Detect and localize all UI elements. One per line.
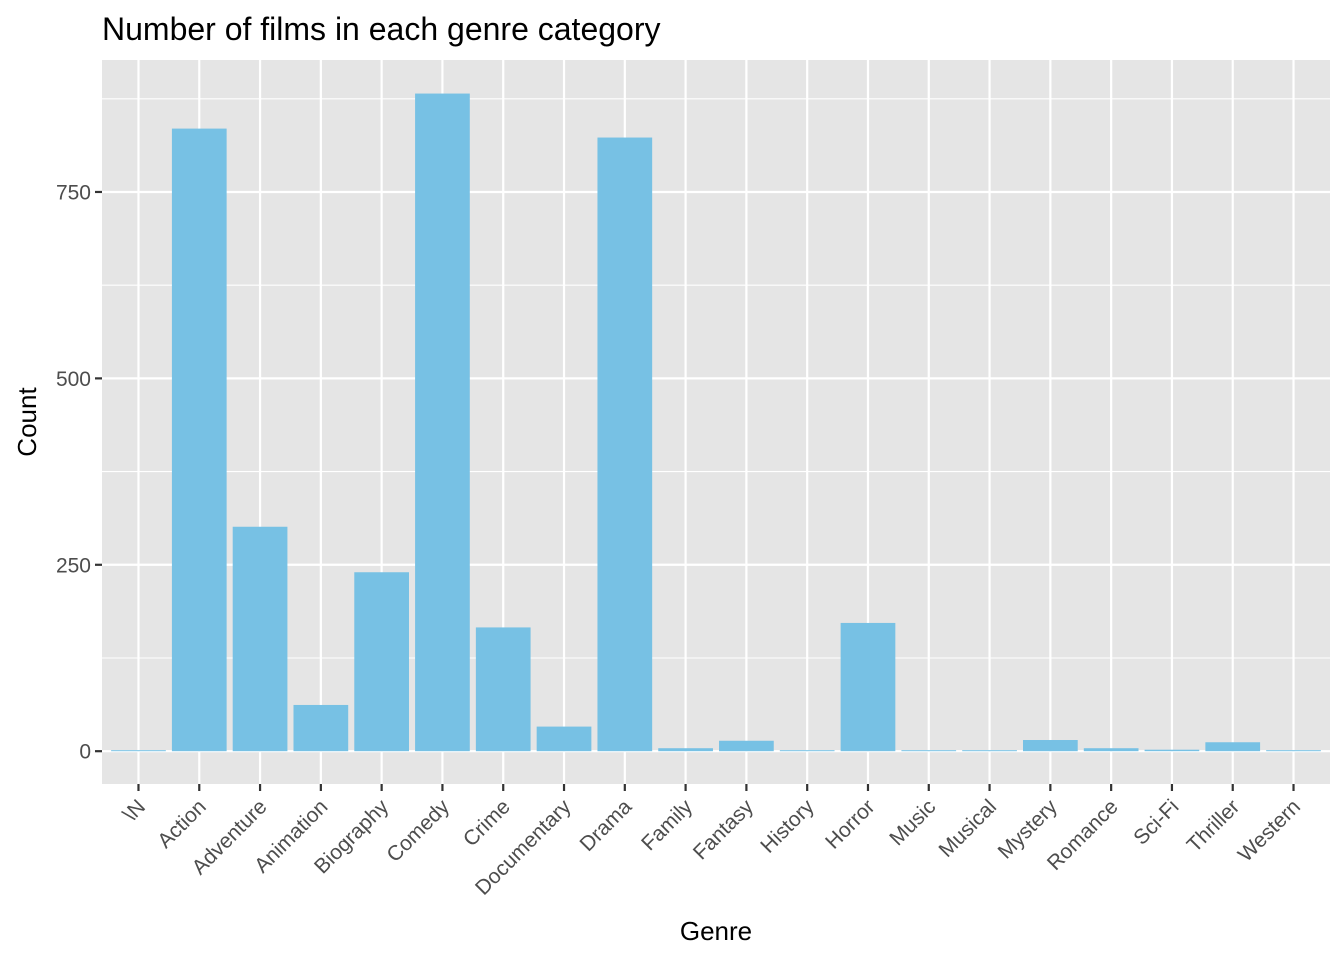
bar — [293, 704, 349, 752]
bar — [415, 93, 470, 752]
bar — [962, 750, 1017, 752]
bar — [536, 726, 592, 752]
x-tick-label: Comedy — [382, 795, 454, 867]
bar — [1144, 749, 1200, 752]
x-tick-label: Sci-Fi — [1129, 795, 1183, 849]
x-tick-label: Action — [153, 795, 211, 853]
x-tick-label: History — [756, 795, 819, 858]
x-tick-label: \N — [119, 795, 150, 826]
y-tick-label: 0 — [79, 741, 91, 764]
bar — [1083, 748, 1139, 752]
x-tick-label: Fantasy — [689, 795, 758, 864]
minor-gridlines — [102, 98, 1330, 659]
y-tick-label: 250 — [56, 554, 91, 577]
y-tick-label: 500 — [56, 368, 91, 391]
bar — [901, 750, 957, 752]
bar — [354, 572, 409, 752]
x-tick-label: Western — [1234, 795, 1305, 866]
plot-panel — [102, 60, 1330, 784]
bar — [1266, 750, 1321, 752]
chart-title: Number of films in each genre category — [102, 11, 660, 47]
bar — [840, 622, 896, 752]
bar — [1023, 740, 1078, 752]
bar — [1205, 742, 1261, 752]
bars-group — [111, 93, 1321, 752]
x-tick-label: Music — [885, 795, 940, 850]
y-axis: 0 250 500 750 — [56, 181, 102, 764]
bar — [232, 526, 288, 752]
x-tick-label: Musical — [934, 795, 1001, 862]
bar — [597, 137, 653, 752]
x-tick-label: Family — [637, 795, 697, 855]
bar — [111, 750, 166, 752]
x-axis: \N ActionAdventureAnimationBiographyComed… — [119, 784, 1305, 900]
bar — [171, 128, 227, 752]
bar — [779, 750, 835, 752]
x-tick-label: Drama — [576, 795, 637, 856]
bar — [475, 627, 531, 752]
y-tick-label: 750 — [56, 181, 91, 204]
x-tick-label: Horror — [821, 795, 879, 853]
x-axis-title: Genre — [680, 916, 752, 946]
x-tick-label: Crime — [459, 795, 515, 851]
y-axis-title: Count — [12, 387, 42, 457]
bar — [719, 740, 774, 752]
bar — [658, 748, 713, 752]
